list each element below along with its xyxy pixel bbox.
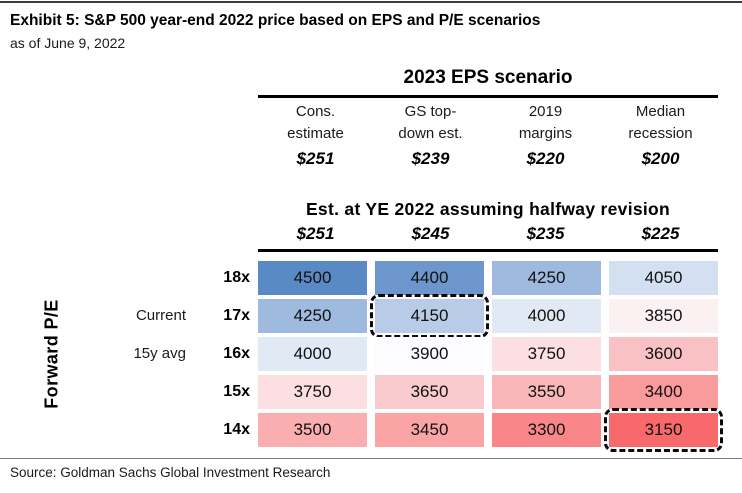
row-pe-label-16x: 16x — [223, 345, 250, 362]
heatmap-grid: 18x 4500 4400 4250 4050 Current 17x 4250 4150 400… — [91, 261, 723, 452]
row-annotation-14x — [91, 413, 186, 447]
heatmap-cell-14x-col3: 3300 — [492, 413, 601, 447]
column-header-line: down est. — [398, 125, 463, 142]
halfway-values-row: $251 $245 $235 $225 — [258, 224, 718, 244]
eps-value: $239 — [411, 149, 450, 168]
column-header-gs-topdown: GS top- down est. — [373, 101, 488, 145]
y-axis-label: Forward P/E — [41, 299, 62, 409]
row-annotation-18x — [91, 261, 186, 295]
halfway-eps-value: $251 — [296, 224, 335, 243]
heatmap-cell-15x-col3: 3550 — [492, 375, 601, 409]
source-rule — [0, 458, 742, 459]
halfway-eps-value: $225 — [641, 224, 680, 243]
column-header-line: estimate — [287, 125, 344, 142]
heatmap-cell-15x-col1: 3750 — [258, 375, 367, 409]
heatmap-cell-17x-col3: 4000 — [492, 299, 601, 333]
heatmap-cell-18x-col4: 4050 — [609, 261, 718, 295]
column-header-median-recession: Median recession — [603, 101, 718, 145]
halfway-eps-value: $245 — [411, 224, 450, 243]
halfway-eps-value: $235 — [526, 224, 565, 243]
row-pe-label-17x: 17x — [223, 307, 250, 324]
heatmap-cell-16x-col3: 3750 — [492, 337, 601, 371]
column-header-line: recession — [628, 125, 693, 142]
eps-column-headers: Cons. estimate GS top- down est. 2019 ma… — [258, 101, 718, 145]
heatmap-cell-14x-col2: 3450 — [375, 413, 484, 447]
column-header-line: GS top- — [404, 103, 457, 120]
heatmap-cell-16x-col4: 3600 — [609, 337, 718, 371]
heatmap-cell-18x-col1: 4500 — [258, 261, 367, 295]
heatmap-cell-18x-col2: 4400 — [375, 261, 484, 295]
header-rule-bottom — [258, 249, 718, 252]
column-header-line: margins — [518, 125, 573, 142]
exhibit-title: Exhibit 5: S&P 500 year-end 2022 price b… — [10, 12, 541, 29]
header-rule-top — [258, 95, 718, 98]
top-rule — [0, 1, 742, 3]
row-pe-label-14x: 14x — [223, 421, 250, 438]
heatmap-cell-16x-col2: 3900 — [375, 337, 484, 371]
heatmap-cell-15x-col4: 3400 — [609, 375, 718, 409]
row-annotation-16x: 15y avg — [133, 345, 186, 362]
eps-values-row: $251 $239 $220 $200 — [258, 149, 718, 169]
exhibit-subtitle: as of June 9, 2022 — [10, 35, 126, 51]
heatmap-cell-17x-col4: 3850 — [609, 299, 718, 333]
column-header-line: Cons. — [295, 103, 336, 120]
row-pe-label-18x: 18x — [223, 269, 250, 286]
heatmap-cell-15x-col2: 3650 — [375, 375, 484, 409]
column-header-2019-margins: 2019 margins — [488, 101, 603, 145]
source-note: Source: Goldman Sachs Global Investment … — [10, 465, 331, 480]
heatmap-cell-17x-col1: 4250 — [258, 299, 367, 333]
column-header-line: Median — [635, 103, 686, 120]
eps-value: $200 — [641, 149, 680, 168]
heatmap-cell-18x-col3: 4250 — [492, 261, 601, 295]
eps-value: $220 — [526, 149, 565, 168]
halfway-revision-title: Est. at YE 2022 assuming halfway revisio… — [305, 199, 671, 219]
heatmap-cell-14x-col1: 3500 — [258, 413, 367, 447]
eps-value: $251 — [296, 149, 335, 168]
heatmap-cell-16x-col1: 4000 — [258, 337, 367, 371]
column-header-cons-estimate: Cons. estimate — [258, 101, 373, 145]
row-annotation-17x: Current — [135, 307, 186, 324]
row-annotation-15x — [91, 375, 186, 409]
heatmap-cell-14x-col4: 3150 — [604, 408, 723, 452]
eps-scenario-title: 2023 EPS scenario — [403, 67, 573, 88]
heatmap-cell-17x-col2: 4150 — [370, 294, 489, 338]
row-pe-label-15x: 15x — [223, 383, 250, 400]
column-header-line: 2019 — [528, 103, 563, 120]
